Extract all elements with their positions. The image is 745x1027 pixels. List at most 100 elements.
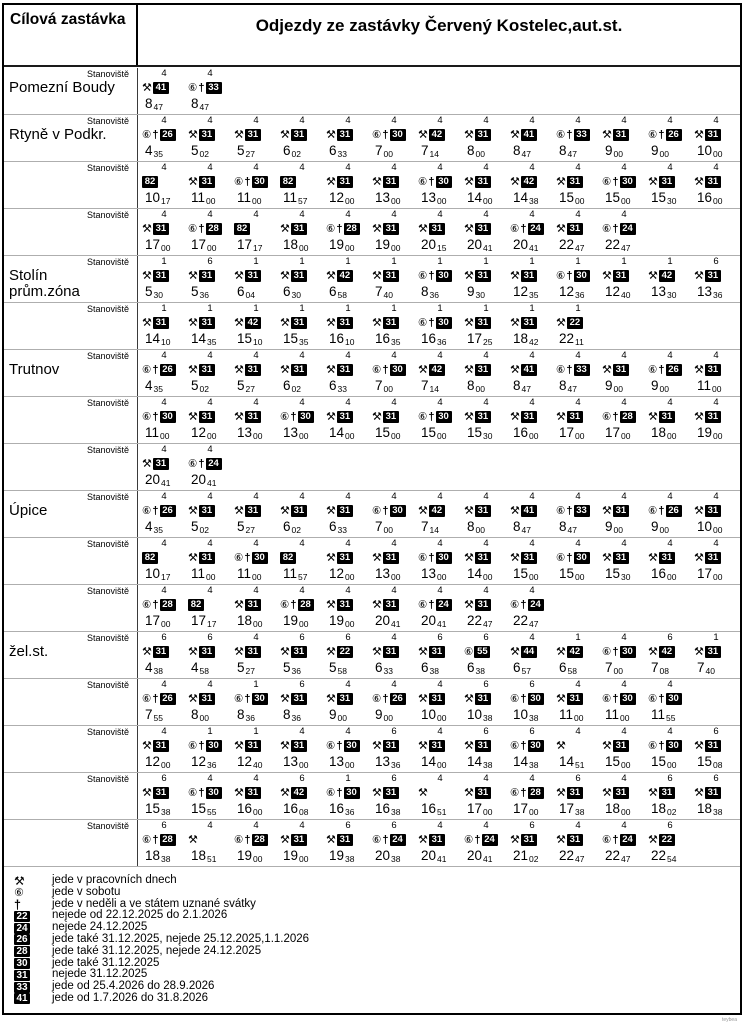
note-badge: 26 xyxy=(665,364,682,376)
workdays-icon: ⚒ xyxy=(280,316,290,329)
departure-minutes: 27 xyxy=(245,384,255,394)
departure-hour: 16 xyxy=(421,801,437,816)
platform-number: 4 xyxy=(529,585,535,596)
departure-minutes: 00 xyxy=(575,196,585,206)
departure-entry: ⚒ 31 602 xyxy=(279,503,325,537)
platform-number: 4 xyxy=(483,115,489,126)
departure-minutes: 00 xyxy=(659,384,669,394)
platform-number: 4 xyxy=(437,820,443,831)
departure-minutes: 02 xyxy=(291,525,301,535)
departure-hour: 14 xyxy=(467,566,483,581)
platform-number: 4 xyxy=(207,162,213,173)
departure-entry: ⚒ 31 1700 xyxy=(141,221,187,255)
departure-entry: ⚒ 31 2102 xyxy=(509,832,555,866)
departure-entry: ⚒ 42 714 xyxy=(417,127,463,161)
platform-number: 1 xyxy=(161,256,167,267)
departure-entry: ⚒ 31 1300 xyxy=(371,174,417,208)
departure-minutes: 38 xyxy=(713,807,723,817)
departure-hour: 17 xyxy=(513,801,529,816)
platform-number: 4 xyxy=(667,491,673,502)
note-badge: 31 xyxy=(198,270,215,282)
note-badge: 31 xyxy=(612,364,629,376)
departure-hour: 17 xyxy=(237,237,253,252)
departure-minutes: 00 xyxy=(345,196,355,206)
departure-minutes: 10 xyxy=(253,337,263,347)
platform-number: 4 xyxy=(437,726,443,737)
departure-hour: 9 xyxy=(651,378,659,393)
departure-hour: 4 xyxy=(145,519,153,534)
platform-number: 6 xyxy=(207,256,213,267)
departure-minutes: 58 xyxy=(567,666,577,676)
departure-hour: 15 xyxy=(605,566,621,581)
saturday-icon: ⑥ xyxy=(188,82,198,94)
platform-number: 4 xyxy=(621,773,627,784)
departure-hour: 7 xyxy=(375,378,383,393)
departure-entry: ⑥ † 26 900 xyxy=(647,503,693,537)
departure-hour: 10 xyxy=(467,707,483,722)
note-badge: 22 xyxy=(658,834,675,846)
departure-hour: 14 xyxy=(467,190,483,205)
departure-entry: ⑥ † 28 1900 xyxy=(279,597,325,631)
platform-number: 4 xyxy=(391,162,397,173)
platform-number: 4 xyxy=(299,397,305,408)
departure-minutes: 38 xyxy=(529,760,539,770)
workdays-icon: ⚒ xyxy=(648,410,658,423)
saturday-icon: ⑥ xyxy=(464,834,474,846)
departure-minutes: 38 xyxy=(161,807,171,817)
departure-entry: ⚒ 31 1336 xyxy=(693,268,739,302)
departure-minutes: 00 xyxy=(337,713,347,723)
platform-row: Stanoviště 6 4 4 6 1 6 4 4 4 6 4 6 6 xyxy=(4,772,740,785)
note-badge: 33 xyxy=(573,505,590,517)
departure-entry: ⑥ † 26 900 xyxy=(647,362,693,396)
departure-hour: 20 xyxy=(421,848,437,863)
departure-minutes: 00 xyxy=(253,854,263,864)
platform-number: 4 xyxy=(161,350,167,361)
departure-minutes: 55 xyxy=(153,713,163,723)
departure-hour: 11 xyxy=(283,566,298,581)
platform-number: 4 xyxy=(437,397,443,408)
departure-hour: 8 xyxy=(191,96,199,111)
platform-number: 4 xyxy=(575,679,581,690)
platform-number: 4 xyxy=(713,350,719,361)
sunday-holiday-icon: † xyxy=(198,82,205,94)
platform-number: 1 xyxy=(621,256,627,267)
departure-minutes: 00 xyxy=(383,713,393,723)
departure-hour: 13 xyxy=(375,190,391,205)
departure-entry: ⚒ 42 1608 xyxy=(279,785,325,819)
platform-number: 4 xyxy=(161,115,167,126)
platform-number: 4 xyxy=(207,538,213,549)
note-badge: 41 xyxy=(152,82,169,94)
sunday-holiday-icon: † xyxy=(152,834,159,846)
sunday-holiday-icon: † xyxy=(152,693,159,705)
saturday-icon: ⑥ xyxy=(556,364,566,376)
departure-minutes: 08 xyxy=(299,807,309,817)
departure-hour: 15 xyxy=(513,566,529,581)
departure-minutes: 47 xyxy=(521,525,531,535)
departure-hour: 13 xyxy=(375,566,391,581)
departure-minutes: 00 xyxy=(253,431,263,441)
workdays-icon: ⚒ xyxy=(556,786,566,799)
departure-entry: ⚒ 22 558 xyxy=(325,644,371,678)
workdays-icon: ⚒ xyxy=(418,786,428,799)
departure-entry: ⑥ † 26 435 xyxy=(141,127,187,161)
departure-minutes: 30 xyxy=(483,431,493,441)
saturday-icon: ⑥ xyxy=(234,176,244,188)
note-badge: 31 xyxy=(244,505,261,517)
departure-hour: 6 xyxy=(283,519,291,534)
note-badge: 41 xyxy=(14,993,30,1005)
departure-minutes: 33 xyxy=(337,525,347,535)
departure-hour: 5 xyxy=(191,519,199,534)
departure-minutes: 04 xyxy=(245,290,255,300)
departure-hour: 9 xyxy=(605,519,613,534)
departure-entry: ⚒ 31 1800 xyxy=(647,409,693,443)
legend-item: † jede v neděli a ve státem uznané svátky xyxy=(4,898,740,912)
workdays-icon: ⚒ xyxy=(326,692,336,705)
departure-minutes: 36 xyxy=(291,713,301,723)
saturday-icon: ⑥ xyxy=(510,787,520,799)
workdays-icon: ⚒ xyxy=(464,175,474,188)
departure-entry: ⚒ 31 1800 xyxy=(279,221,325,255)
platform-number: 4 xyxy=(253,162,259,173)
departure-entry: ⑥ † 30 1236 xyxy=(187,738,233,772)
note-badge: 31 xyxy=(612,552,629,564)
platform-number: 1 xyxy=(713,632,719,643)
